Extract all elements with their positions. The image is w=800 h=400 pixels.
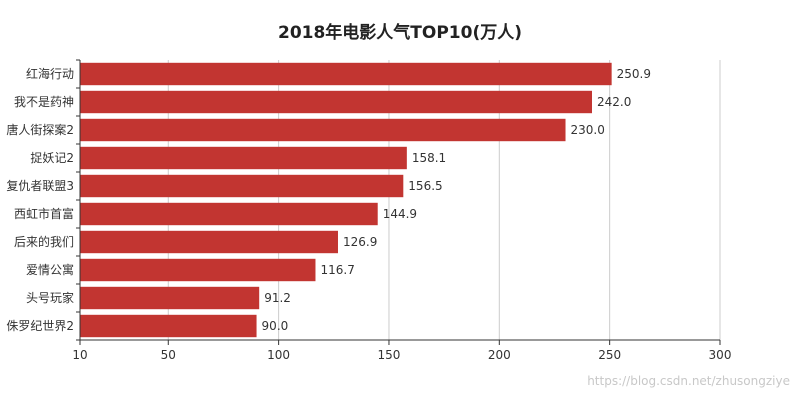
bar <box>80 118 566 142</box>
bars: 250.9 242.0 230.0 158.1 156.5 144.9 126.9 116.7… <box>80 62 651 338</box>
bar <box>80 314 257 338</box>
data-label: 91.2 <box>264 291 291 305</box>
bar <box>80 230 338 254</box>
data-label: 158.1 <box>412 151 446 165</box>
bar <box>80 62 612 86</box>
data-label: 230.0 <box>571 123 605 137</box>
bar <box>80 90 592 114</box>
data-label: 116.7 <box>320 263 354 277</box>
x-tick-label: 100 <box>267 348 290 362</box>
bar <box>80 286 260 310</box>
category-label: 头号玩家 <box>26 290 74 305</box>
watermark: https://blog.csdn.net/zhusongziye <box>587 374 790 388</box>
category-label: 我不是药神 <box>14 95 74 109</box>
x-tick-label: 10 <box>72 348 87 362</box>
x-tick-label: 250 <box>598 348 621 362</box>
x-tick-label: 200 <box>488 348 511 362</box>
data-label: 144.9 <box>383 207 417 221</box>
category-label: 后来的我们 <box>14 234 74 249</box>
data-label: 242.0 <box>597 95 631 109</box>
category-label: 侏罗纪世界2 <box>6 319 74 333</box>
data-label: 90.0 <box>262 319 289 333</box>
data-label: 126.9 <box>343 235 377 249</box>
category-label: 复仇者联盟3 <box>6 179 74 193</box>
category-label: 西虹市首富 <box>14 206 74 221</box>
x-tick-label: 300 <box>709 348 732 362</box>
bar <box>80 174 404 198</box>
category-label: 红海行动 <box>26 66 74 81</box>
bar <box>80 258 316 282</box>
x-tick-label: 150 <box>378 348 401 362</box>
chart-title: 2018年电影人气TOP10(万人) <box>278 22 522 43</box>
category-label: 唐人街探案2 <box>6 122 74 137</box>
data-label: 156.5 <box>408 179 442 193</box>
category-label: 捉妖记2 <box>30 150 74 165</box>
bar <box>80 146 407 170</box>
category-label: 爱情公寓 <box>26 262 74 277</box>
bar <box>80 202 378 226</box>
x-tick-label: 50 <box>161 348 176 362</box>
data-label: 250.9 <box>617 67 651 81</box>
